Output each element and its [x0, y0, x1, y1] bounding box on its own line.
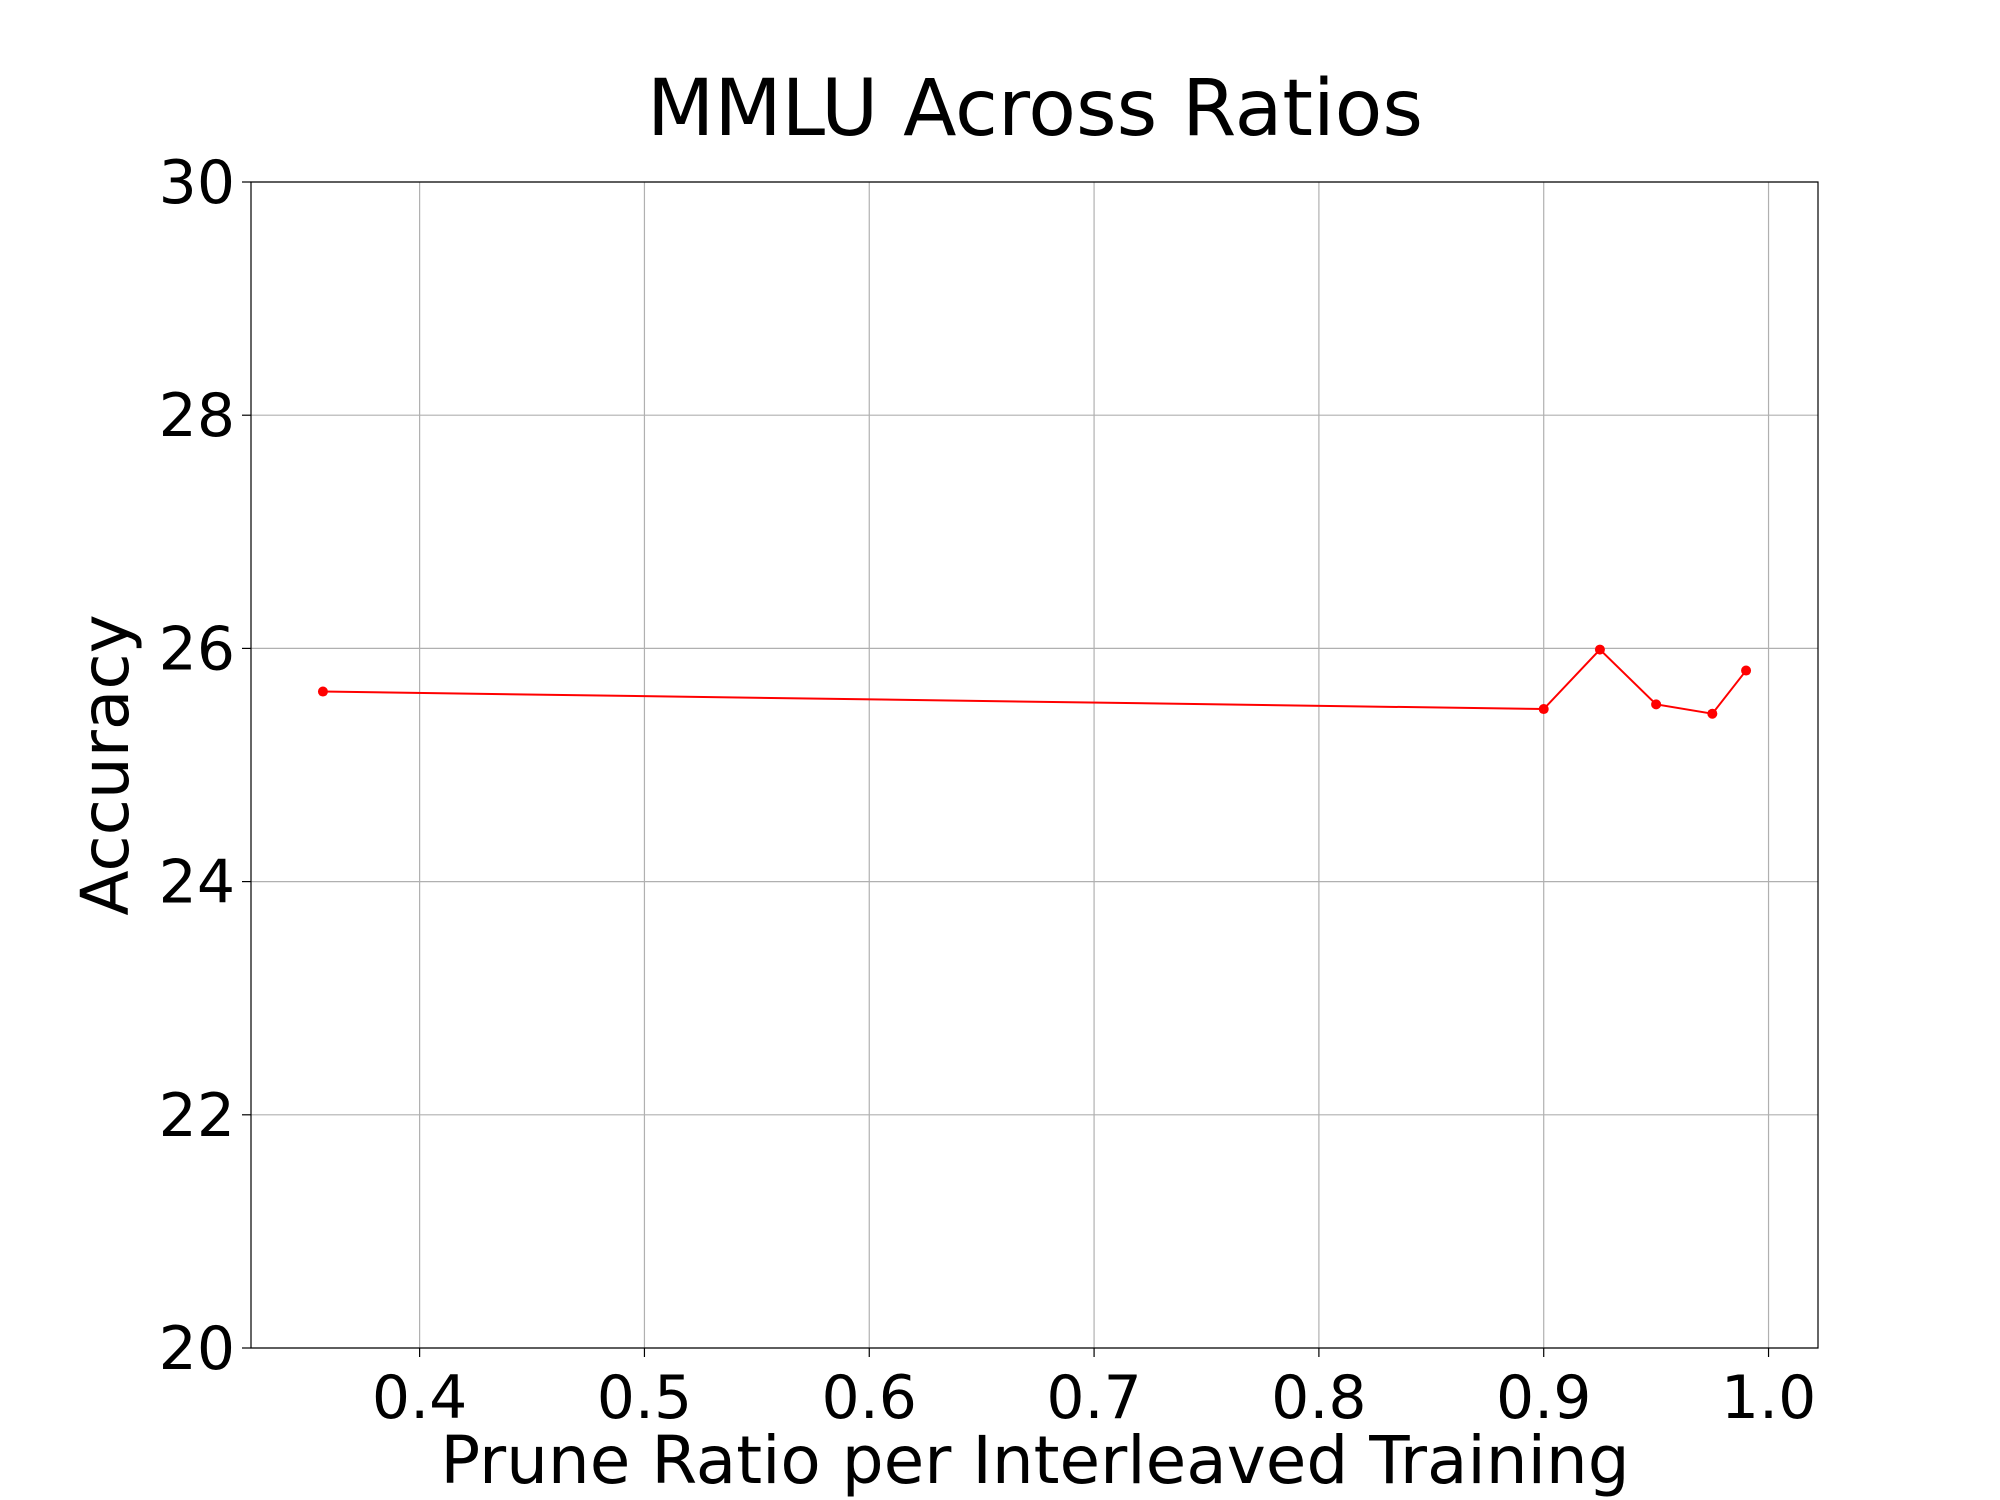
point	[1741, 665, 1752, 676]
y-tick-label: 30	[159, 148, 235, 218]
point	[317, 686, 328, 697]
x-tick-label: 0.4	[372, 1363, 467, 1433]
x-tick-label: 0.9	[1496, 1363, 1591, 1433]
chart-title: MMLU Across Ratios	[647, 64, 1423, 154]
y-tick-label: 22	[159, 1081, 235, 1151]
x-tick-label: 1.0	[1721, 1363, 1816, 1433]
plot-frame	[250, 181, 1819, 1349]
x-axis-label: Prune Ratio per Interleaved Training	[440, 1422, 1629, 1499]
y-tick-label: 20	[159, 1314, 235, 1384]
point	[1651, 699, 1662, 710]
y-tick-label: 28	[159, 381, 235, 451]
x-tick-label: 0.6	[822, 1363, 917, 1433]
line	[322, 648, 1747, 715]
y-tick-label: 24	[159, 848, 235, 918]
point	[1538, 704, 1549, 715]
x-tick-label: 0.8	[1271, 1363, 1366, 1433]
point	[1707, 708, 1718, 719]
point	[1594, 644, 1605, 655]
y-axis-label: Accuracy	[67, 614, 144, 915]
x-tick-label: 0.5	[597, 1363, 692, 1433]
x-tick-label: 0.7	[1046, 1363, 1141, 1433]
y-tick-label: 26	[159, 614, 235, 684]
